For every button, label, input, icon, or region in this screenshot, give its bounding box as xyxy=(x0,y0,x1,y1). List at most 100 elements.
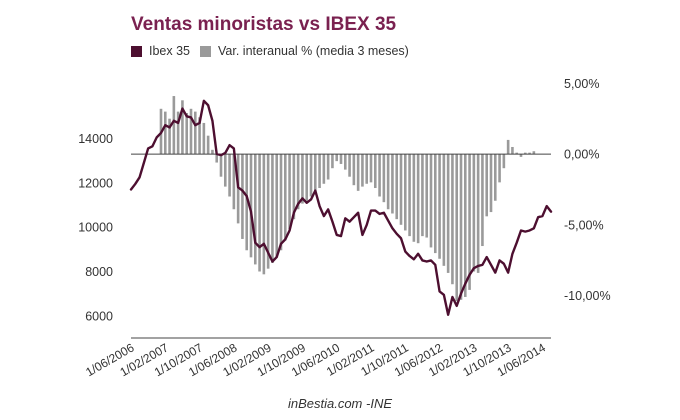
variation-bar xyxy=(352,154,356,186)
right-tick-label: -5,00% xyxy=(564,218,604,232)
chart-source: inBestia.com -INE xyxy=(287,396,393,411)
legend-item-ibex[interactable]: Ibex 35 xyxy=(131,44,190,58)
variation-bar xyxy=(472,154,476,272)
variation-bar xyxy=(425,154,429,238)
variation-bar xyxy=(288,154,291,230)
line-layer xyxy=(129,99,553,316)
variation-bar xyxy=(403,154,407,231)
variation-bar xyxy=(283,154,287,241)
variation-bar xyxy=(275,154,279,258)
variation-bar xyxy=(446,154,450,273)
variation-bar xyxy=(373,154,377,189)
variation-bar xyxy=(369,154,373,183)
variation-bar xyxy=(318,154,321,189)
variation-bar xyxy=(305,154,309,201)
variation-bar xyxy=(326,154,330,180)
chart-title: Ventas minoristas vs IBEX 35 xyxy=(131,14,397,35)
variation-bar xyxy=(206,135,210,155)
variation-bar xyxy=(502,154,506,169)
variation-bar xyxy=(391,154,394,214)
variation-bar xyxy=(223,154,227,187)
variation-bar xyxy=(172,96,176,155)
variation-bar xyxy=(193,111,197,155)
left-tick-label: 14000 xyxy=(78,132,113,146)
variation-bar xyxy=(339,154,343,164)
variation-bar xyxy=(412,154,416,242)
axes-layer xyxy=(131,153,551,339)
variation-bar xyxy=(253,154,257,265)
variation-bar xyxy=(399,154,403,225)
variation-bar xyxy=(292,154,296,220)
variation-bar xyxy=(532,151,536,155)
variation-bar xyxy=(523,152,527,155)
variation-bar xyxy=(271,154,274,264)
legend-label-ibex: Ibex 35 xyxy=(149,44,191,58)
variation-bar xyxy=(463,154,467,297)
variation-bar xyxy=(506,139,510,155)
variation-bar xyxy=(476,154,480,273)
variation-bar xyxy=(331,154,334,169)
variation-bar xyxy=(335,154,339,162)
variation-bar xyxy=(451,154,454,285)
variation-bar xyxy=(296,154,300,210)
variation-bar xyxy=(395,154,399,220)
chart-legend: Ibex 35 Var. interanual % (media 3 meses… xyxy=(131,44,419,58)
variation-bar xyxy=(468,154,471,290)
variation-bar xyxy=(498,154,501,183)
legend-swatch-variation xyxy=(200,45,212,57)
variation-bar xyxy=(262,154,266,275)
left-tick-label: 12000 xyxy=(78,176,113,190)
variation-bar xyxy=(181,100,184,155)
variation-bar xyxy=(215,154,219,163)
variation-bar xyxy=(459,154,463,300)
variation-bar xyxy=(489,154,493,213)
left-tick-label: 10000 xyxy=(78,221,113,235)
right-tick-label: 0,00% xyxy=(564,148,599,162)
legend-item-variation[interactable]: Var. interanual % (media 3 meses) xyxy=(200,44,409,58)
bars-layer xyxy=(159,96,536,302)
variation-bar xyxy=(309,154,313,197)
variation-bar xyxy=(211,149,214,155)
variation-bar xyxy=(421,154,424,237)
variation-bar xyxy=(433,154,437,254)
variation-bar xyxy=(519,154,523,157)
variation-bar xyxy=(168,118,171,155)
variation-bar xyxy=(378,154,381,197)
variation-bar xyxy=(485,154,489,217)
variation-bar xyxy=(266,154,270,269)
variation-bar xyxy=(429,154,433,248)
left-tick-label: 6000 xyxy=(85,309,113,323)
variation-bar xyxy=(185,113,189,155)
variation-bar xyxy=(189,108,193,155)
labels-layer: 6000 8000 10000 12000 14000 5,00% 0,00% -5,00% -… xyxy=(78,77,610,379)
variation-bar xyxy=(515,152,519,155)
variation-bar xyxy=(241,154,244,239)
variation-bar xyxy=(219,154,223,177)
ibex-line xyxy=(129,99,553,316)
variation-bar xyxy=(313,154,317,191)
legend-label-variation: Var. interanual % (media 3 meses) xyxy=(218,44,409,58)
variation-bar xyxy=(511,146,514,155)
right-tick-label: 5,00% xyxy=(564,77,599,91)
variation-bar xyxy=(382,154,386,203)
variation-bar xyxy=(481,154,484,247)
right-tick-label: -10,00% xyxy=(564,289,611,303)
variation-bar xyxy=(245,154,249,251)
variation-bar xyxy=(301,154,304,204)
variation-bar xyxy=(361,154,364,187)
variation-bar xyxy=(528,152,531,155)
variation-bar xyxy=(163,111,167,155)
variation-bar xyxy=(232,154,236,210)
variation-bar xyxy=(408,154,411,237)
variation-bar xyxy=(493,154,497,201)
variation-bar xyxy=(365,154,369,184)
variation-bar xyxy=(279,154,283,251)
variation-bar xyxy=(198,117,201,155)
variation-bar xyxy=(348,154,351,177)
variation-bar xyxy=(258,154,261,272)
legend-swatch-ibex xyxy=(131,45,142,57)
variation-bar xyxy=(455,154,459,302)
variation-bar xyxy=(202,122,206,155)
variation-bar xyxy=(386,154,390,210)
